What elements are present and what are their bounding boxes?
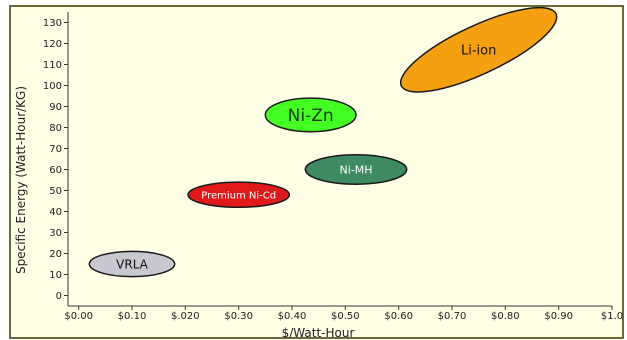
y-tick-label: 60 [49, 165, 62, 176]
x-tick-label: $0.60 [384, 311, 413, 322]
region-ni-zn [264, 97, 357, 133]
y-tick-label: 20 [49, 249, 62, 260]
labels-layer: VRLA Premium Ni-Cd Ni-Zn Ni-MH Li-ion [116, 43, 496, 271]
y-tick-label: 90 [49, 102, 62, 113]
x-axis-title: $/Watt-Hour [282, 326, 355, 340]
x-tick-label: $0.50 [331, 311, 360, 322]
y-tick-label: 30 [49, 228, 62, 239]
y-axis-title: Specific Energy (Watt-Hour/KG) [14, 86, 28, 274]
y-tick-label: 10 [49, 270, 62, 281]
y-tick-label: 50 [49, 186, 62, 197]
x-tick-label: $0.00 [64, 311, 93, 322]
y-tick-label: 40 [49, 207, 62, 218]
region-label-vrla: VRLA [116, 257, 149, 271]
y-tick-label: 100 [43, 81, 62, 92]
region-label-ni-mh: Ni-MH [339, 163, 372, 176]
x-tick-label: $.020 [171, 311, 200, 322]
y-tick-label: 0 [56, 291, 62, 302]
x-tick-label: $0.10 [118, 311, 147, 322]
x-tick-label: $0.70 [438, 311, 467, 322]
region-label-ni-zn: Ni-Zn [288, 106, 334, 126]
x-tick-label: $0.40 [278, 311, 307, 322]
regions-layer [88, 6, 558, 278]
y-tick-label: 70 [49, 144, 62, 155]
y-tick-label: 130 [43, 18, 62, 29]
axes: 0 10 20 30 40 50 60 70 80 90 100 110 120 130 $0.00 $0.1… [43, 12, 623, 322]
region-label-premium-ni-cd: Premium Ni-Cd [201, 190, 276, 201]
region-vrla [88, 250, 176, 278]
y-tick-label: 110 [43, 60, 62, 71]
x-tick-label: $0.80 [491, 311, 520, 322]
x-tick-label: $0.90 [544, 311, 573, 322]
x-tick-label: $0.30 [224, 311, 253, 322]
y-tick-label: 80 [49, 123, 62, 134]
region-ni-mh [304, 154, 408, 185]
region-li-ion [399, 6, 558, 93]
region-premium-ni-cd [187, 181, 291, 209]
x-tick-label: $1.0 [601, 311, 623, 322]
y-tick-label: 120 [43, 39, 62, 50]
region-label-li-ion: Li-ion [461, 43, 496, 58]
